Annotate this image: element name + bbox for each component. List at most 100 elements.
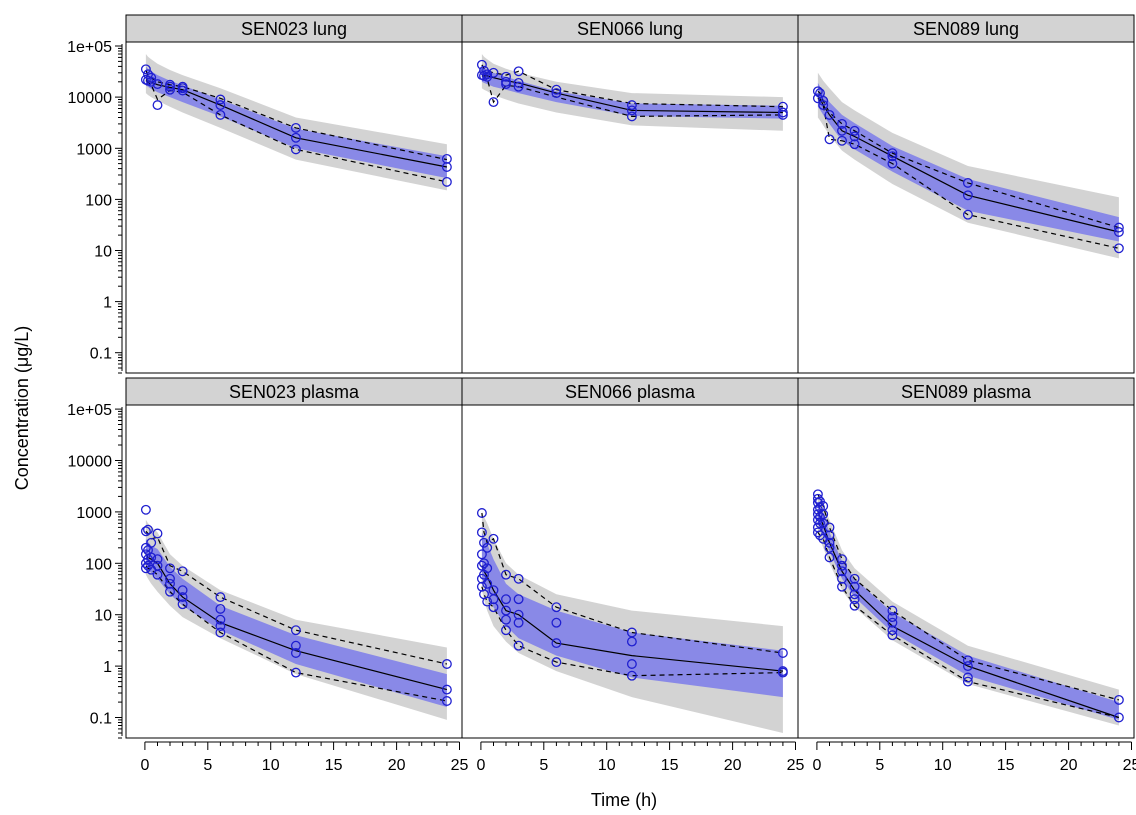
panel-frame [797, 41, 1135, 374]
observation-point [777, 648, 788, 658]
observation-point [501, 625, 511, 636]
observation-point [482, 578, 493, 589]
observation-point [812, 497, 823, 508]
observation-point [849, 131, 860, 142]
observation-point [837, 566, 847, 577]
observation-point [887, 158, 898, 169]
panel: SEN066 lung [461, 14, 799, 374]
observation-point [1113, 694, 1124, 705]
observation-point [215, 603, 226, 614]
y-tick-label: 100 [85, 192, 112, 209]
panel-title: SEN066 plasma [565, 382, 696, 402]
observation-point [482, 69, 493, 80]
panel: SEN023 lung [125, 14, 463, 374]
observation-point [441, 162, 452, 172]
x-tick-label: 5 [875, 757, 884, 774]
x-tick-label: 15 [661, 757, 679, 774]
observation-point [887, 630, 898, 641]
observation-point [513, 617, 524, 628]
panel-plot-area [476, 508, 788, 733]
panel-plot-area [140, 504, 452, 720]
observation-point [152, 79, 163, 90]
observation-point [146, 72, 157, 83]
x-tick-label: 20 [724, 757, 742, 774]
observation-point [824, 134, 835, 145]
observation-point [962, 190, 973, 201]
x-tick-label: 10 [262, 757, 280, 774]
observation-point [290, 132, 301, 143]
x-tick-label: 20 [1060, 757, 1078, 774]
observation-point [215, 627, 226, 638]
observation-point [837, 581, 847, 592]
observation-point [962, 661, 973, 672]
observation-point [476, 527, 487, 538]
observation-point [513, 640, 524, 651]
panel: SEN066 plasma [461, 377, 799, 739]
y-tick-label: 10000 [68, 90, 113, 107]
observation-point [482, 542, 493, 553]
panels-layer: SEN023 lung SEN066 lung SEN089 lung SEN023 … [125, 14, 1135, 739]
panel-plot-area [812, 489, 1124, 726]
observed-p95-line [817, 90, 1120, 229]
observation-point [177, 599, 188, 610]
observation-point [290, 640, 301, 651]
x-tick-label: 25 [1123, 757, 1136, 774]
observation-point [551, 638, 562, 649]
observation-point [824, 537, 835, 548]
observation-point [146, 537, 157, 548]
observation-point [152, 554, 163, 565]
observation-point [887, 148, 898, 159]
observation-point [290, 625, 301, 636]
y-tick-label: 1000 [76, 505, 112, 522]
prediction-interval-inner [817, 502, 1119, 720]
observation-point [488, 97, 499, 108]
x-tick-label: 25 [451, 757, 469, 774]
observation-point [177, 585, 188, 596]
observation-point [482, 563, 493, 574]
observation-point [812, 527, 823, 538]
observation-point [551, 617, 562, 628]
observation-point [962, 209, 973, 220]
observation-point [1113, 227, 1124, 237]
y-tick-label: 100 [85, 556, 112, 573]
observation-point [152, 100, 163, 111]
observation-point [962, 177, 973, 188]
observation-point [177, 85, 188, 96]
observation-point [215, 94, 226, 105]
panel-title: SEN023 lung [241, 19, 347, 39]
panel-strip [461, 14, 799, 43]
observation-point [837, 573, 847, 584]
observation-point [815, 511, 825, 522]
observation-point [513, 77, 524, 88]
observation-point [140, 64, 151, 75]
x-tick-label: 10 [934, 757, 952, 774]
observation-point [626, 636, 637, 647]
observation-point [152, 528, 163, 539]
observation-point [818, 95, 829, 106]
observation-point [143, 524, 153, 535]
observed-p05-line [481, 586, 783, 677]
observation-point [290, 667, 301, 678]
observation-point [441, 176, 452, 187]
panel: SEN089 plasma [797, 377, 1135, 739]
observation-point [849, 581, 860, 592]
observation-point [501, 614, 511, 625]
y-tick-label: 1e+05 [67, 402, 112, 419]
x-tick-label: 0 [476, 757, 485, 774]
panel-title: SEN066 lung [577, 19, 683, 39]
observation-point [849, 594, 860, 605]
x-tick-label: 25 [787, 757, 805, 774]
prediction-interval-outer [145, 54, 447, 191]
observation-point [146, 552, 157, 563]
observation-point [626, 670, 637, 681]
observed-p95-line [145, 69, 448, 161]
observation-point [441, 696, 452, 706]
prediction-interval-inner [145, 66, 447, 179]
x-tick-label: 5 [539, 757, 548, 774]
y-tick-label: 1 [103, 659, 112, 676]
observed-p05-line [145, 565, 448, 702]
y-tick-label: 10 [94, 608, 112, 625]
observation-point [551, 84, 562, 95]
observation-point [513, 594, 524, 605]
